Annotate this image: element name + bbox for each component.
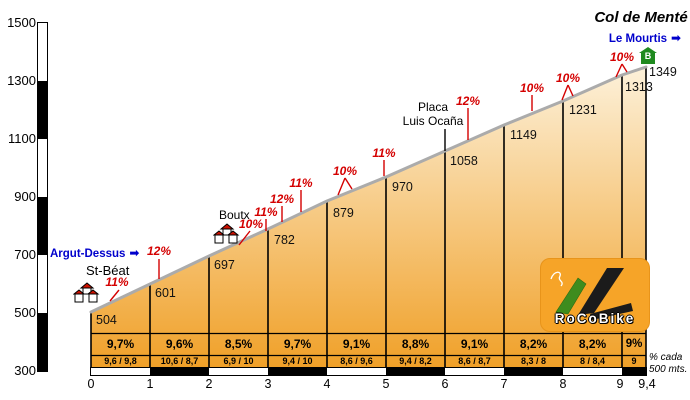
max-gradient-label: 12% bbox=[269, 192, 295, 206]
per500-gradient-cell: 8,6 / 9,6 bbox=[340, 356, 373, 366]
x-tick-label: 8 bbox=[559, 377, 567, 391]
profile-line bbox=[89, 65, 648, 314]
next-destination-sign: Le Mourtis ➡ bbox=[609, 31, 681, 45]
x-tick-label: 9,4 bbox=[638, 377, 656, 391]
placa-luis-ocana-label: Placa Luis Ocaña bbox=[403, 100, 464, 128]
y-tick-label: 300 bbox=[14, 363, 36, 378]
next-destination-label: Le Mourtis bbox=[608, 33, 668, 45]
max-gradient-label: 11% bbox=[254, 205, 278, 219]
x-tick-label: 5 bbox=[382, 377, 390, 391]
elevation-label: 697 bbox=[214, 258, 235, 272]
max-gradient-label: 11% bbox=[289, 176, 313, 190]
x-tick-label: 9 bbox=[616, 377, 624, 391]
x-tick-label: 7 bbox=[500, 377, 508, 391]
max-gradient-label: 12% bbox=[146, 244, 172, 258]
placa-line2: Luis Ocaña bbox=[402, 114, 464, 128]
right-arrow-icon: ➡ bbox=[671, 31, 682, 45]
per500-gradient-cell: 8,3 / 8 bbox=[520, 356, 547, 366]
start-direction-label: Argut-Dessus bbox=[50, 248, 126, 260]
y-tick-label: 1300 bbox=[7, 73, 36, 88]
avg-gradient-cell: 9% bbox=[625, 338, 643, 350]
per500-gradient-cell: 10,6 / 8,7 bbox=[160, 356, 199, 366]
max-gradient-label: 11% bbox=[105, 275, 129, 289]
summit-title: Col de Menté bbox=[594, 9, 688, 26]
elevation-label: 879 bbox=[333, 206, 354, 220]
right-arrow-icon: ➡ bbox=[129, 246, 140, 260]
avg-gradient-cell: 9,1% bbox=[460, 337, 489, 351]
avg-gradient-cell: 8,2% bbox=[519, 337, 548, 351]
x-tick-label: 1 bbox=[146, 377, 154, 391]
elevation-label: 1231 bbox=[569, 103, 597, 117]
summit-elevation-label: 1349 bbox=[649, 65, 677, 79]
per500-gradient-cell: 8,6 / 8,7 bbox=[458, 356, 491, 366]
gradient-footnote: % cada 500 mts. bbox=[649, 352, 687, 375]
per500-gradient-cell: 9,4 / 10 bbox=[282, 356, 313, 366]
avg-gradient-cell: 9,7% bbox=[283, 337, 312, 351]
avg-gradient-cell: 9,6% bbox=[165, 337, 194, 351]
x-tick-label: 3 bbox=[264, 377, 272, 391]
elevation-label: 1058 bbox=[450, 154, 478, 168]
max-gradient-label: 10% bbox=[238, 217, 264, 231]
hut-shape bbox=[639, 47, 657, 64]
rocobike-logo: RoCoBike bbox=[540, 258, 650, 332]
per500-gradient-cell: 9 bbox=[631, 356, 637, 366]
avg-gradient-cell: 9,7% bbox=[106, 337, 135, 351]
avg-gradient-cell: 8,5% bbox=[224, 337, 253, 351]
profile-area bbox=[91, 67, 646, 368]
max-gradient-label: 10% bbox=[519, 81, 545, 95]
y-tick-label: 700 bbox=[14, 247, 36, 262]
avg-gradient-cell: 9,1% bbox=[342, 337, 371, 351]
y-tick-label: 900 bbox=[14, 189, 36, 204]
village-icon bbox=[213, 223, 240, 244]
max-gradient-label: 10% bbox=[332, 164, 358, 178]
avg-gradient-cell: 8,8% bbox=[401, 337, 430, 351]
x-tick-label: 4 bbox=[323, 377, 331, 391]
x-axis-scale-bar bbox=[90, 367, 647, 376]
per500-gradient-cell: 8 / 8,4 bbox=[579, 356, 606, 366]
footnote-line2: 500 mts. bbox=[649, 363, 688, 375]
y-tick-label: 1100 bbox=[8, 131, 36, 146]
boutx-label: Boutx bbox=[219, 208, 250, 222]
elevation-label: 504 bbox=[96, 313, 117, 327]
x-tick-label: 0 bbox=[87, 377, 95, 391]
per500-gradient-cell: 6,9 / 10 bbox=[223, 356, 254, 366]
elevation-label: 1313 bbox=[625, 80, 653, 94]
elevation-label: 1149 bbox=[510, 128, 537, 142]
hut-letter: B bbox=[644, 51, 652, 61]
per500-gradient-cell: 9,6 / 9,8 bbox=[104, 356, 137, 366]
elevation-label: 782 bbox=[274, 233, 295, 247]
per500-gradient-cell: 9,4 / 8,2 bbox=[399, 356, 432, 366]
start-direction-sign: Argut-Dessus ➡ bbox=[50, 246, 139, 260]
elevation-label: 601 bbox=[155, 286, 176, 300]
avg-gradient-cell: 8,2% bbox=[578, 337, 607, 351]
x-tick-label: 2 bbox=[205, 377, 213, 391]
max-gradient-leader-lines bbox=[109, 63, 628, 302]
placa-line1: Placa bbox=[417, 100, 449, 114]
max-gradient-label: 12% bbox=[455, 94, 481, 108]
rocobike-logo-graphic bbox=[550, 268, 633, 320]
y-tick-label: 1500 bbox=[7, 15, 36, 30]
max-gradient-label: 11% bbox=[372, 146, 396, 160]
footnote-line1: % cada bbox=[649, 352, 683, 363]
rocobike-logo-text: RoCoBike bbox=[554, 311, 636, 326]
start-village-label: St-Béat bbox=[86, 263, 130, 278]
elevation-label: 970 bbox=[392, 180, 413, 194]
max-gradient-label: 10% bbox=[555, 71, 581, 85]
y-tick-label: 500 bbox=[14, 305, 36, 320]
y-axis-scale-bar bbox=[37, 22, 48, 372]
x-tick-label: 6 bbox=[441, 377, 449, 391]
max-gradient-label: 10% bbox=[609, 50, 635, 64]
village-icon bbox=[73, 282, 100, 303]
mountain-hut-icon: B bbox=[639, 47, 657, 64]
